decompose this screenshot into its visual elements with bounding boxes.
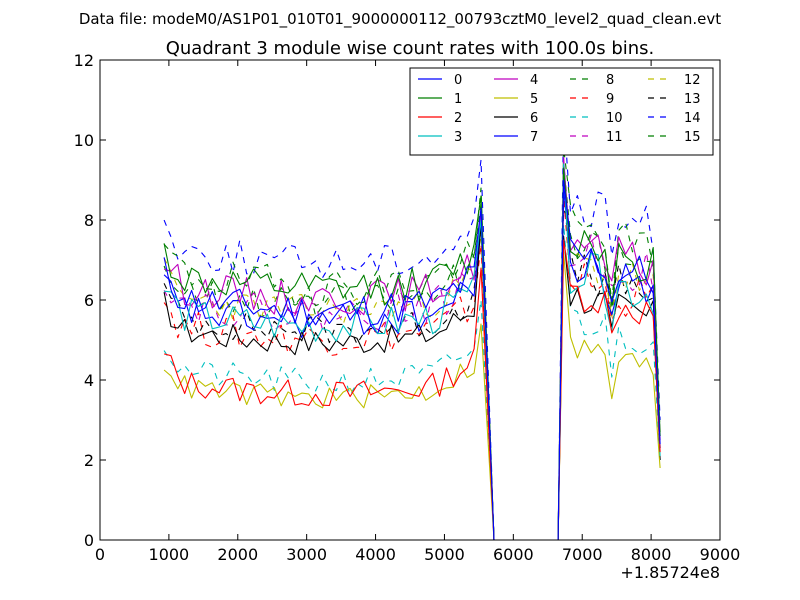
legend-label-4: 4: [530, 73, 538, 88]
legend-label-11: 11: [606, 130, 623, 145]
x-tick-label: 4000: [355, 545, 396, 564]
legend-label-8: 8: [606, 73, 614, 88]
series-line-8: [163, 147, 661, 541]
chart-title: Quadrant 3 module wise count rates with …: [166, 38, 655, 59]
series-line-5: [163, 251, 661, 541]
legend-label-9: 9: [606, 92, 614, 107]
legend-label-6: 6: [530, 111, 538, 126]
legend-label-7: 7: [530, 130, 538, 145]
x-tick-label: 0: [95, 545, 105, 564]
series-line-0: [163, 179, 661, 541]
x-tick-label: 1000: [149, 545, 190, 564]
x-tick-label: 6000: [493, 545, 534, 564]
legend-label-2: 2: [454, 111, 462, 126]
legend-label-15: 15: [684, 130, 701, 145]
x-tick-label: 7000: [562, 545, 603, 564]
series-line-1: [163, 167, 661, 541]
x-tick-label: 9000: [700, 545, 741, 564]
legend-label-12: 12: [684, 73, 701, 88]
series-line-10: [163, 223, 661, 541]
y-tick-label: 12: [74, 51, 94, 70]
series-line-2: [163, 239, 661, 541]
x-tick-label: 8000: [631, 545, 672, 564]
legend-label-3: 3: [454, 130, 462, 145]
legend-label-5: 5: [530, 92, 538, 107]
legend-label-13: 13: [684, 92, 701, 107]
chart-suptitle: Data file: modeM0/AS1P01_010T01_90000001…: [79, 10, 721, 29]
y-tick-label: 6: [84, 291, 94, 310]
ticks-layer: 0 1000 2000 3000 4000 5000 6000 7000 8000 9000 0 2 4…: [74, 51, 741, 564]
x-tick-label: 5000: [424, 545, 465, 564]
y-tick-label: 8: [84, 211, 94, 230]
series-line-12: [163, 183, 661, 541]
y-tick-label: 2: [84, 451, 94, 470]
series-layer: [163, 111, 661, 541]
x-offset-label: +1.85724e8: [620, 563, 720, 582]
x-tick-label: 2000: [217, 545, 258, 564]
series-line-7: [163, 187, 661, 541]
legend-box: [409, 67, 714, 156]
series-line-14: [163, 111, 661, 541]
y-tick-label: 10: [74, 131, 94, 150]
legend-label-10: 10: [606, 111, 623, 126]
y-tick-label: 4: [84, 371, 94, 390]
legend-label-14: 14: [684, 111, 701, 126]
y-tick-label: 0: [84, 531, 94, 550]
series-line-6: [163, 223, 661, 541]
series-line-11: [163, 155, 661, 541]
legend-label-1: 1: [454, 92, 462, 107]
x-tick-label: 3000: [286, 545, 327, 564]
series-line-3: [164, 163, 661, 541]
legend-label-0: 0: [454, 73, 462, 88]
